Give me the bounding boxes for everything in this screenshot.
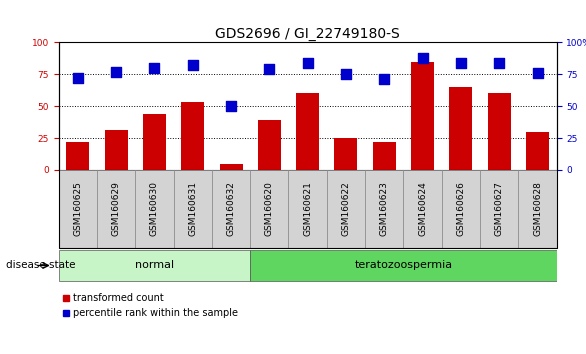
Bar bbox=[212, 170, 250, 248]
Bar bbox=[449, 87, 472, 170]
Text: GSM160625: GSM160625 bbox=[73, 181, 82, 236]
Point bbox=[226, 103, 236, 109]
Bar bbox=[143, 114, 166, 170]
Text: GSM160626: GSM160626 bbox=[456, 181, 465, 236]
Text: GSM160623: GSM160623 bbox=[380, 181, 389, 236]
Text: GSM160632: GSM160632 bbox=[227, 181, 236, 236]
Point bbox=[456, 60, 466, 66]
Point bbox=[533, 70, 542, 76]
Text: GSM160622: GSM160622 bbox=[342, 182, 350, 236]
Bar bbox=[181, 102, 204, 170]
Point bbox=[380, 76, 389, 82]
Title: GDS2696 / GI_22749180-S: GDS2696 / GI_22749180-S bbox=[215, 28, 400, 41]
Bar bbox=[104, 130, 128, 170]
Text: GSM160620: GSM160620 bbox=[265, 181, 274, 236]
Bar bbox=[411, 62, 434, 170]
Text: GSM160624: GSM160624 bbox=[418, 182, 427, 236]
Point bbox=[418, 55, 427, 61]
Bar bbox=[59, 170, 97, 248]
Bar bbox=[173, 170, 212, 248]
Bar bbox=[220, 164, 243, 170]
Bar bbox=[135, 170, 173, 248]
Text: GSM160628: GSM160628 bbox=[533, 181, 542, 236]
Bar bbox=[488, 93, 511, 170]
Text: GSM160630: GSM160630 bbox=[150, 181, 159, 236]
Text: disease state: disease state bbox=[6, 261, 76, 270]
Text: normal: normal bbox=[135, 261, 174, 270]
Point bbox=[303, 60, 312, 66]
Point bbox=[265, 67, 274, 72]
Bar bbox=[97, 170, 135, 248]
Text: teratozoospermia: teratozoospermia bbox=[355, 261, 452, 270]
Bar bbox=[66, 142, 89, 170]
Bar bbox=[59, 250, 250, 281]
Bar bbox=[296, 93, 319, 170]
Bar bbox=[327, 170, 365, 248]
Bar bbox=[526, 132, 549, 170]
Point bbox=[111, 69, 121, 75]
Point bbox=[73, 75, 83, 81]
Bar bbox=[519, 170, 557, 248]
Point bbox=[495, 60, 504, 66]
Bar bbox=[403, 170, 442, 248]
Text: GSM160631: GSM160631 bbox=[188, 181, 197, 236]
Bar bbox=[335, 138, 357, 170]
Text: GSM160629: GSM160629 bbox=[111, 181, 121, 236]
Bar bbox=[288, 170, 327, 248]
Bar bbox=[250, 250, 557, 281]
Bar bbox=[365, 170, 403, 248]
Legend: transformed count, percentile rank within the sample: transformed count, percentile rank withi… bbox=[63, 293, 238, 318]
Bar bbox=[442, 170, 480, 248]
Text: GSM160627: GSM160627 bbox=[495, 181, 504, 236]
Bar bbox=[258, 120, 281, 170]
Bar bbox=[250, 170, 288, 248]
Bar bbox=[480, 170, 519, 248]
Bar bbox=[373, 142, 396, 170]
Point bbox=[188, 63, 197, 68]
Point bbox=[341, 72, 350, 77]
Point bbox=[149, 65, 159, 71]
Text: GSM160621: GSM160621 bbox=[303, 181, 312, 236]
